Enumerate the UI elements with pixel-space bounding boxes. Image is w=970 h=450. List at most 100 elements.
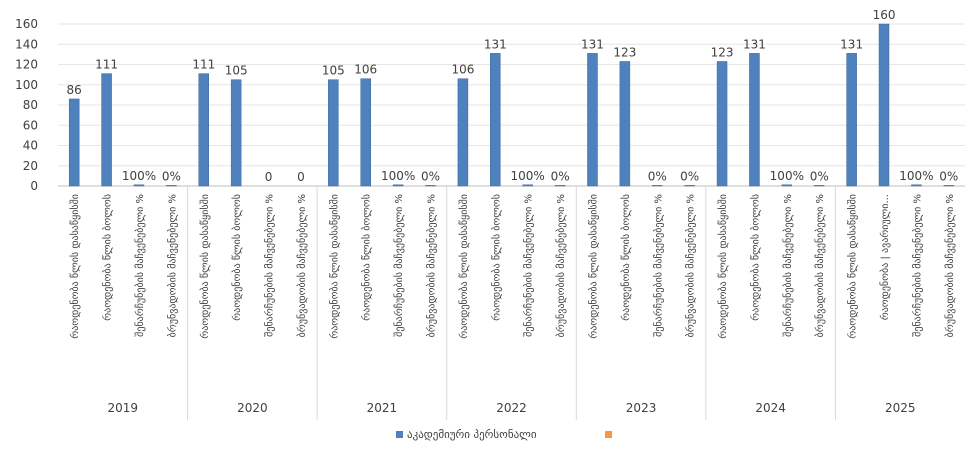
x-category-label: რაოდენობა წლის დასაწყისში — [717, 194, 729, 339]
x-category-label: რაოდენობა წლის დასაწყისში — [458, 194, 470, 339]
y-tick-label: 140 — [15, 37, 38, 51]
x-category-label: შენარჩუნების მაჩვენებელი % — [393, 194, 405, 337]
x-category-label: შენარჩუნების მაჩვენებელი % — [911, 194, 923, 337]
data-label: 106 — [451, 63, 474, 77]
y-tick-label: 40 — [23, 139, 38, 153]
data-label: 100% — [899, 169, 933, 183]
x-category-label: შენარჩუნების მაჩვენებელი % — [652, 194, 664, 337]
x-group-label: 2022 — [496, 401, 527, 415]
bars — [68, 23, 955, 187]
bar — [813, 185, 825, 187]
data-label: 0 — [297, 170, 305, 184]
data-label: 131 — [581, 37, 604, 51]
data-label: 0% — [680, 169, 699, 183]
x-group-label: 2024 — [755, 401, 786, 415]
gridlines — [58, 23, 965, 187]
data-label: 131 — [743, 37, 766, 51]
bar — [68, 98, 80, 187]
y-tick-label: 80 — [23, 98, 38, 112]
bar — [911, 184, 922, 187]
y-axis: 0 20 40 60 80 100 120 140 160 — [15, 17, 38, 193]
data-label: 100% — [770, 169, 804, 183]
bar — [101, 73, 112, 187]
x-group-label: 2025 — [885, 401, 916, 415]
legend-swatch-series-1 — [396, 431, 403, 438]
data-label: 86 — [67, 83, 82, 97]
x-category-label: რაოდენობა წლის დასაწყისში — [199, 194, 211, 339]
data-label: 105 — [225, 64, 248, 78]
bar — [554, 185, 566, 187]
legend-swatch-series-2 — [605, 431, 612, 438]
bar — [716, 61, 728, 187]
data-label: 0% — [939, 169, 958, 183]
bar — [587, 53, 598, 187]
bar — [230, 79, 242, 187]
data-label: 0% — [421, 169, 440, 183]
x-category-label: ბრუნვადობის მაჩვენებელი % — [166, 194, 178, 337]
data-label: 0% — [551, 169, 570, 183]
data-label: 111 — [95, 58, 118, 72]
bar — [522, 184, 533, 187]
x-category-label: რაოდენობა წლის ბოლოს — [102, 194, 114, 321]
bar — [133, 184, 145, 187]
data-label: 123 — [711, 45, 734, 59]
bar — [328, 79, 339, 187]
data-label: 105 — [322, 64, 345, 78]
bar — [198, 73, 210, 187]
bar — [652, 185, 663, 187]
bar — [781, 184, 793, 187]
bar — [619, 61, 631, 187]
x-category-label: ბრუნვადობის მაჩვენებელი % — [426, 194, 438, 337]
bar — [684, 185, 695, 187]
data-label: 0% — [648, 169, 667, 183]
data-label: 0% — [162, 169, 181, 183]
data-label: 131 — [484, 37, 507, 51]
x-category-label: შენარჩუნების მაჩვენებელი % — [782, 194, 794, 337]
x-category-label: ბრუნვადობის მაჩვენებელი % — [296, 194, 308, 337]
x-category-label: ბრუნვადობის მაჩვენებელი % — [814, 194, 826, 337]
legend-label-series-1: აკადემიური პერსონალი — [407, 428, 537, 441]
bar — [360, 78, 371, 187]
x-group-label: 2020 — [237, 401, 268, 415]
bar — [392, 184, 404, 187]
x-category-label: ბრუნვადობის მაჩვენებელი % — [555, 194, 567, 337]
x-category-label: რაოდენობა წლის დასაწყისში — [69, 194, 81, 339]
bar — [490, 53, 501, 187]
x-category-label: შენარჩუნების მაჩვენებელი % — [264, 194, 276, 337]
data-label: 100% — [122, 169, 156, 183]
data-label: 123 — [613, 45, 636, 59]
x-category-label: რაოდენობა წლის ბოლოს — [490, 194, 502, 321]
y-tick-label: 160 — [15, 17, 38, 31]
x-category-label: შენარჩუნების მაჩვენებელი % — [134, 194, 146, 337]
bar — [457, 78, 469, 187]
x-axis-categories: რაოდენობა წლის დასაწყისში რაოდენობა წლის … — [69, 194, 956, 339]
x-category-label: რაოდენობა წლის ბოლოს — [749, 194, 761, 321]
x-category-label: რაოდენობა წლის ბოლოს — [620, 194, 632, 321]
bar — [878, 23, 890, 187]
x-category-label: ბრუნვადობის მაჩვენებელი % — [944, 194, 956, 337]
y-tick-label: 0 — [30, 179, 38, 193]
data-label: 0 — [265, 170, 273, 184]
y-tick-label: 60 — [23, 118, 38, 132]
x-category-label: რაოდენობა | ავარიული... — [879, 194, 891, 320]
y-tick-label: 100 — [15, 78, 38, 92]
x-category-label: რაოდენობა წლის დასაწყისში — [587, 194, 599, 339]
data-label: 106 — [354, 63, 377, 77]
data-label: 111 — [192, 58, 215, 72]
bar — [943, 185, 955, 187]
data-label: 100% — [381, 169, 415, 183]
x-axis-years: 2019 2020 2021 2022 2023 2024 2025 — [108, 186, 916, 420]
data-labels: 86 111 100% 0% 111 105 0 0 105 106 100% 0% 106 131 100… — [67, 8, 959, 184]
legend: აკადემიური პერსონალი — [396, 428, 612, 441]
data-label: 160 — [873, 8, 896, 22]
x-category-label: რაოდენობა წლის დასაწყისში — [328, 194, 340, 339]
bar — [749, 53, 760, 187]
x-group-label: 2023 — [626, 401, 657, 415]
bar — [166, 185, 177, 187]
y-tick-label: 120 — [15, 58, 38, 72]
x-category-label: რაოდენობა წლის ბოლოს — [361, 194, 373, 321]
x-group-label: 2019 — [108, 401, 139, 415]
data-label: 0% — [810, 169, 829, 183]
